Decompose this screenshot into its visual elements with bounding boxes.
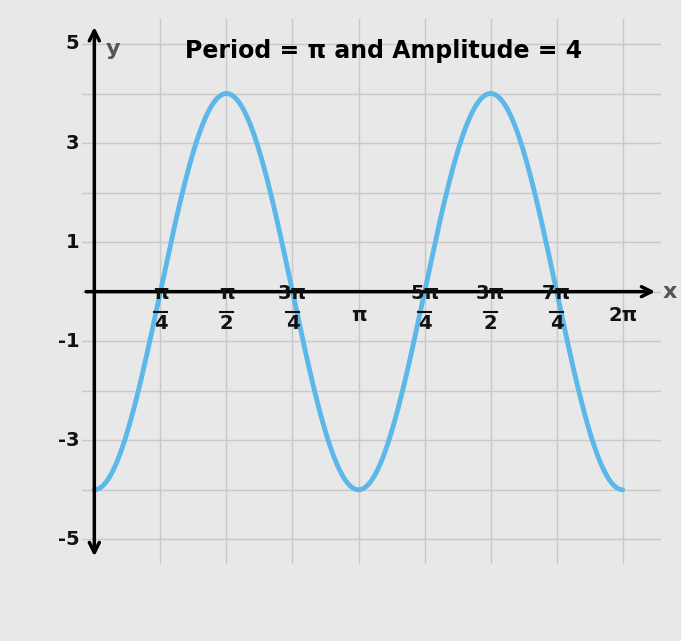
Text: 1: 1 [65,233,79,252]
Text: -5: -5 [58,530,79,549]
Text: -3: -3 [58,431,79,450]
Text: 5: 5 [65,35,79,53]
Text: Period = π and Amplitude = 4: Period = π and Amplitude = 4 [185,39,582,63]
Text: π: π [153,283,168,303]
Text: -1: -1 [58,331,79,351]
Text: 5π: 5π [410,283,439,303]
Text: 7π: 7π [542,283,571,303]
Text: 4: 4 [154,315,168,333]
Text: x: x [662,281,677,302]
Text: 4: 4 [417,315,431,333]
Text: 3π: 3π [278,283,307,303]
Text: π: π [219,283,234,303]
Text: 3π: 3π [476,283,505,303]
Text: 2: 2 [484,315,497,333]
Text: 3: 3 [65,133,79,153]
Text: 4: 4 [285,315,299,333]
Text: 4: 4 [550,315,563,333]
Text: y: y [106,39,120,59]
Text: π: π [351,306,366,324]
Text: 2: 2 [219,315,234,333]
Text: 2π: 2π [608,306,637,324]
